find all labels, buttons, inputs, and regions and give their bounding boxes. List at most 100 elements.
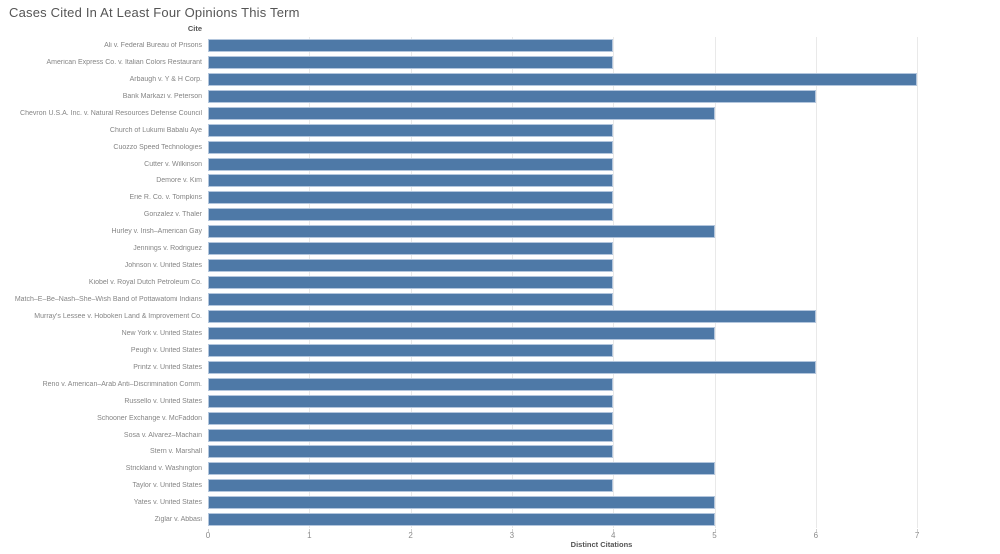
bar-area [208, 225, 1000, 239]
row-label: Cutter v. Wilkinson [144, 160, 202, 168]
bar[interactable] [208, 377, 614, 391]
bar[interactable] [208, 343, 614, 357]
tick-mark [309, 529, 311, 532]
row-label: Russello v. United States [124, 397, 202, 405]
bar[interactable] [208, 462, 715, 476]
chart-row: Schooner Exchange v. McFaddon [0, 410, 1000, 427]
bar-area [208, 479, 1000, 493]
tick-mark [613, 529, 615, 532]
chart-row: Ziglar v. Abbasi [0, 511, 1000, 528]
row-label: Ali v. Federal Bureau of Prisons [104, 41, 202, 49]
row-label: Strickland v. Washington [125, 465, 202, 473]
bar[interactable] [208, 394, 614, 408]
chart-row: Erie R. Co. v. Tompkins [0, 189, 1000, 206]
bar[interactable] [208, 445, 614, 459]
bar-area [208, 123, 1000, 137]
bar-area [208, 55, 1000, 69]
bar-area [208, 394, 1000, 408]
chart-row: Arbaugh v. Y & H Corp. [0, 71, 1000, 88]
bar-area [208, 411, 1000, 425]
chart-row: Murray's Lessee v. Hoboken Land & Improv… [0, 308, 1000, 325]
row-label: Printz v. United States [133, 363, 202, 371]
bar[interactable] [208, 157, 614, 171]
tick-mark [815, 529, 817, 532]
gridline [613, 37, 615, 528]
bar-area [208, 191, 1000, 205]
bar-area [208, 326, 1000, 340]
chart-row: Johnson v. United States [0, 257, 1000, 274]
bar[interactable] [208, 55, 614, 69]
bar[interactable] [208, 276, 614, 290]
bar[interactable] [208, 89, 816, 103]
chart-row: Stern v. Marshall [0, 444, 1000, 461]
bar[interactable] [208, 326, 715, 340]
chart-row: Bank Markazi v. Peterson [0, 88, 1000, 105]
bar-area [208, 157, 1000, 171]
bar[interactable] [208, 123, 614, 137]
chart-row: Cutter v. Wilkinson [0, 156, 1000, 173]
chart-row: American Express Co. v. Italian Colors R… [0, 54, 1000, 71]
tick-mark [410, 529, 412, 532]
tick-mark [714, 529, 716, 532]
bar[interactable] [208, 496, 715, 510]
bar-area [208, 377, 1000, 391]
bar[interactable] [208, 140, 614, 154]
tick-label: 7 [914, 531, 920, 540]
row-label: Church of Lukumi Babalu Aye [109, 126, 202, 134]
chart-row: Yates v. United States [0, 494, 1000, 511]
chart-row: Gonzalez v. Thaler [0, 206, 1000, 223]
row-label: Gonzalez v. Thaler [143, 211, 202, 219]
bar[interactable] [208, 106, 715, 120]
chart-row: Kiobel v. Royal Dutch Petroleum Co. [0, 274, 1000, 291]
bar[interactable] [208, 259, 614, 273]
bar[interactable] [208, 293, 614, 307]
tick-label: 6 [813, 531, 819, 540]
bar-area [208, 496, 1000, 510]
row-label: Chevron U.S.A. Inc. v. Natural Resources… [20, 109, 202, 117]
tick-mark [917, 529, 919, 532]
bar[interactable] [208, 428, 614, 442]
row-label: Erie R. Co. v. Tompkins [129, 194, 203, 202]
row-label: Murray's Lessee v. Hoboken Land & Improv… [34, 312, 202, 320]
bar-area [208, 38, 1000, 52]
chart-row: Printz v. United States [0, 359, 1000, 376]
chart-row: Match–E–Be–Nash–She–Wish Band of Pottawa… [0, 291, 1000, 308]
bar[interactable] [208, 72, 918, 86]
plot-rows: Ali v. Federal Bureau of Prisons American… [0, 37, 1000, 528]
bar[interactable] [208, 479, 614, 493]
row-label: Yates v. United States [133, 499, 202, 507]
bar[interactable] [208, 309, 816, 323]
chart-row: Peugh v. United States [0, 342, 1000, 359]
row-label: Peugh v. United States [130, 346, 202, 354]
bar-area [208, 174, 1000, 188]
bar[interactable] [208, 513, 715, 527]
row-label: Cuozzo Speed Technologies [113, 143, 202, 151]
bar[interactable] [208, 411, 614, 425]
tick-label: 0 [205, 531, 211, 540]
bar[interactable] [208, 360, 816, 374]
bar[interactable] [208, 208, 614, 222]
bar-area [208, 293, 1000, 307]
chart-row: Cuozzo Speed Technologies [0, 139, 1000, 156]
bar-area [208, 208, 1000, 222]
chart-row: Taylor v. United States [0, 477, 1000, 494]
bar-area [208, 360, 1000, 374]
bar-area [208, 106, 1000, 120]
bar-area [208, 242, 1000, 256]
row-label: Ziglar v. Abbasi [154, 516, 202, 524]
tick-label: 4 [610, 531, 616, 540]
chart-row: Ali v. Federal Bureau of Prisons [0, 37, 1000, 54]
bar[interactable] [208, 242, 614, 256]
bar[interactable] [208, 174, 614, 188]
x-axis: 0 1 2 3 4 5 6 7 [205, 528, 995, 542]
bar[interactable] [208, 191, 614, 205]
bar[interactable] [208, 225, 715, 239]
row-label: Kiobel v. Royal Dutch Petroleum Co. [88, 279, 202, 287]
chart-row: Russello v. United States [0, 393, 1000, 410]
tick-label: 2 [408, 531, 413, 540]
row-label: Jennings v. Rodriguez [133, 245, 202, 253]
tick-mark [511, 529, 513, 532]
bar[interactable] [208, 38, 614, 52]
row-label: Match–E–Be–Nash–She–Wish Band of Pottawa… [14, 296, 202, 304]
